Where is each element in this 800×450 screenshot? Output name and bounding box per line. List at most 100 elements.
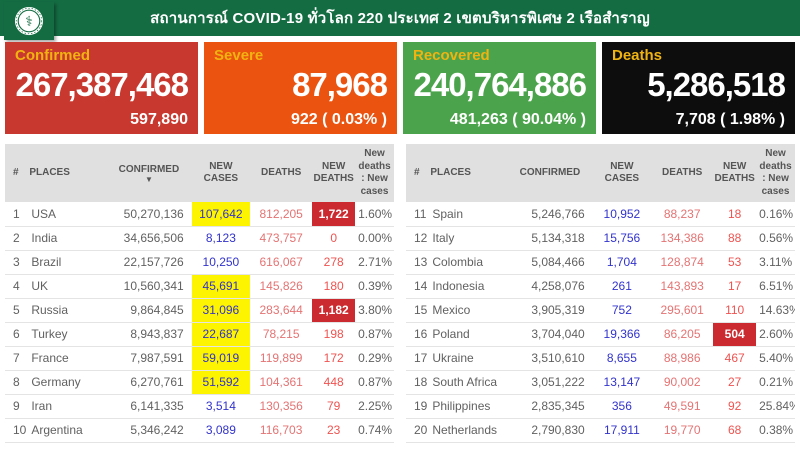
rank-cell: 14 bbox=[406, 274, 430, 299]
place-cell: Italy bbox=[429, 226, 508, 251]
confirmed-total: 267,387,468 bbox=[15, 66, 189, 103]
severe-label: Severe bbox=[214, 47, 264, 64]
new-deaths-cell: 504 bbox=[713, 322, 757, 347]
col-confirmed-sortable[interactable]: CONFIRMED ▼ bbox=[106, 144, 192, 202]
rank-cell: 2 bbox=[5, 226, 29, 251]
new-cases-cell: 51,592 bbox=[191, 370, 251, 395]
place-cell: Colombia bbox=[429, 250, 508, 275]
caduceus-icon: ⚕ bbox=[14, 6, 44, 36]
confirmed-cell: 6,141,335 bbox=[106, 394, 192, 419]
table-body-right: 11 Spain 5,246,766 10,952 88,237 18 0.16… bbox=[406, 202, 795, 443]
deaths-cell: 134,386 bbox=[651, 226, 714, 251]
table-row: 11 Spain 5,246,766 10,952 88,237 18 0.16… bbox=[406, 202, 795, 227]
new-cases-cell: 10,250 bbox=[191, 250, 251, 275]
ratio-cell: 3.80% bbox=[355, 298, 394, 323]
confirmed-cell: 10,560,341 bbox=[106, 274, 192, 299]
svg-text:⚕: ⚕ bbox=[25, 13, 33, 29]
countries-table-11-20: # PLACES CONFIRMED NEW CASES DEATHS NEW … bbox=[406, 144, 795, 443]
rank-cell: 16 bbox=[406, 322, 430, 347]
confirmed-cell: 5,084,466 bbox=[507, 250, 593, 275]
new-deaths-cell: 53 bbox=[713, 250, 757, 275]
place-cell: UK bbox=[28, 274, 107, 299]
new-deaths-cell: 79 bbox=[312, 394, 356, 419]
table-header-row: # PLACES CONFIRMED ▼ NEW CASES DEATHS NE… bbox=[5, 144, 394, 202]
new-deaths-cell: 18 bbox=[713, 202, 757, 227]
ratio-cell: 0.00% bbox=[355, 226, 394, 251]
table-row: 14 Indonesia 4,258,076 261 143,893 17 6.… bbox=[406, 274, 795, 299]
page-title: สถานการณ์ COVID-19 ทั่วโลก 220 ประเทศ 2 … bbox=[150, 10, 650, 27]
table-row: 19 Philippines 2,835,345 356 49,591 92 2… bbox=[406, 394, 795, 419]
confirmed-cell: 8,943,837 bbox=[106, 322, 192, 347]
new-cases-cell: 13,147 bbox=[592, 370, 652, 395]
new-deaths-cell: 88 bbox=[713, 226, 757, 251]
summary-cards: Confirmed 267,387,468 597,890 Severe 87,… bbox=[0, 36, 800, 134]
ratio-cell: 0.38% bbox=[756, 418, 795, 443]
deaths-cell: 88,237 bbox=[651, 202, 714, 227]
new-cases-cell: 3,089 bbox=[191, 418, 251, 443]
ratio-cell: 5.40% bbox=[756, 346, 795, 371]
col-new-deaths: NEW DEATHS bbox=[312, 144, 356, 202]
place-cell: Germany bbox=[28, 370, 107, 395]
deaths-cell: 90,002 bbox=[651, 370, 714, 395]
place-cell: Ukraine bbox=[429, 346, 508, 371]
new-cases-cell: 1,704 bbox=[592, 250, 652, 275]
deaths-cell: 88,986 bbox=[651, 346, 714, 371]
col-new-cases: NEW CASES bbox=[592, 144, 652, 202]
table-row: 9 Iran 6,141,335 3,514 130,356 79 2.25% bbox=[5, 394, 394, 419]
recovered-card: Recovered 240,764,886 481,263 ( 90.04% ) bbox=[403, 42, 596, 134]
sort-desc-icon[interactable]: ▼ bbox=[144, 174, 153, 184]
table-row: 17 Ukraine 3,510,610 8,655 88,986 467 5.… bbox=[406, 346, 795, 371]
confirmed-cell: 9,864,845 bbox=[106, 298, 192, 323]
deaths-cell: 104,361 bbox=[250, 370, 313, 395]
ratio-cell: 0.87% bbox=[355, 322, 394, 347]
rank-cell: 7 bbox=[5, 346, 29, 371]
deaths-cell: 119,899 bbox=[250, 346, 313, 371]
rank-cell: 17 bbox=[406, 346, 430, 371]
new-deaths-cell: 110 bbox=[713, 298, 757, 323]
new-deaths-cell: 172 bbox=[312, 346, 356, 371]
ratio-cell: 0.29% bbox=[355, 346, 394, 371]
new-deaths-cell: 17 bbox=[713, 274, 757, 299]
rank-cell: 13 bbox=[406, 250, 430, 275]
col-confirmed: CONFIRMED bbox=[507, 144, 593, 202]
deaths-cell: 295,601 bbox=[651, 298, 714, 323]
confirmed-cell: 22,157,726 bbox=[106, 250, 192, 275]
place-cell: USA bbox=[28, 202, 107, 227]
rank-cell: 19 bbox=[406, 394, 430, 419]
ratio-cell: 0.21% bbox=[756, 370, 795, 395]
ratio-cell: 2.60% bbox=[756, 322, 795, 347]
deaths-cell: 116,703 bbox=[250, 418, 313, 443]
col-deaths: DEATHS bbox=[250, 144, 313, 202]
confirmed-cell: 34,656,506 bbox=[106, 226, 192, 251]
confirmed-new-today: 597,890 bbox=[130, 111, 188, 128]
recovered-total: 240,764,886 bbox=[413, 66, 587, 103]
confirmed-cell: 3,510,610 bbox=[507, 346, 593, 371]
new-cases-cell: 45,691 bbox=[191, 274, 251, 299]
place-cell: Philippines bbox=[429, 394, 508, 419]
rank-cell: 12 bbox=[406, 226, 430, 251]
table-row: 7 France 7,987,591 59,019 119,899 172 0.… bbox=[5, 346, 394, 371]
header-bar: ⚕ สถานการณ์ COVID-19 ทั่วโลก 220 ประเทศ … bbox=[0, 0, 800, 40]
rank-cell: 20 bbox=[406, 418, 430, 443]
place-cell: Spain bbox=[429, 202, 508, 227]
deaths-total: 5,286,518 bbox=[647, 66, 786, 103]
countries-table-1-10: # PLACES CONFIRMED ▼ NEW CASES DEATHS NE… bbox=[5, 144, 394, 443]
new-cases-cell: 31,096 bbox=[191, 298, 251, 323]
col-ratio: New deaths : New cases bbox=[756, 144, 795, 202]
col-new-cases: NEW CASES bbox=[191, 144, 251, 202]
table-row: 12 Italy 5,134,318 15,756 134,386 88 0.5… bbox=[406, 226, 795, 251]
place-cell: South Africa bbox=[429, 370, 508, 395]
place-cell: Iran bbox=[28, 394, 107, 419]
table-row: 1 USA 50,270,136 107,642 812,205 1,722 1… bbox=[5, 202, 394, 227]
recovered-label: Recovered bbox=[413, 47, 490, 64]
rank-cell: 3 bbox=[5, 250, 29, 275]
rank-cell: 18 bbox=[406, 370, 430, 395]
new-deaths-cell: 92 bbox=[713, 394, 757, 419]
ratio-cell: 6.51% bbox=[756, 274, 795, 299]
confirmed-cell: 2,790,830 bbox=[507, 418, 593, 443]
col-ratio: New deaths : New cases bbox=[355, 144, 394, 202]
deaths-cell: 143,893 bbox=[651, 274, 714, 299]
new-deaths-cell: 0 bbox=[312, 226, 356, 251]
footer: (ข้อมูล ณ วันที่ 8 ธันวาคม 2564 เวลา 10.… bbox=[0, 443, 800, 450]
ratio-cell: 2.71% bbox=[355, 250, 394, 275]
